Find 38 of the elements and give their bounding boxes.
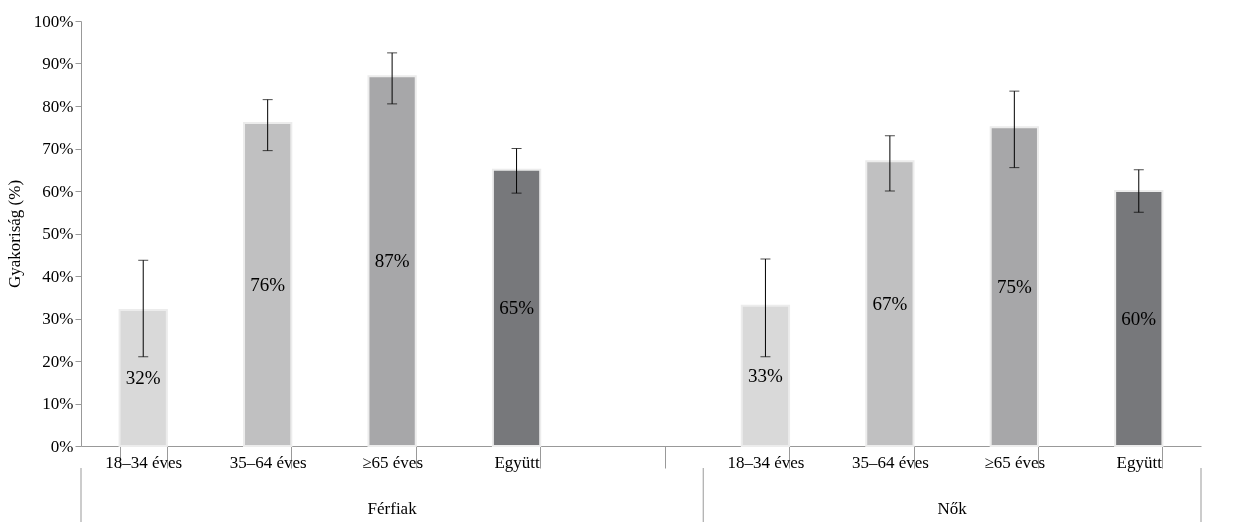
y-tick-label: 30% (42, 309, 74, 328)
x-tick-label: 18–34 éves (727, 452, 805, 472)
data-label: 60% (1121, 307, 1157, 329)
y-tick-label: 40% (42, 266, 74, 286)
data-label: 65% (499, 296, 535, 318)
y-tick-label: 60% (42, 181, 74, 201)
x-tick-label: ≥65 éves (362, 452, 424, 472)
x-tick-label: 35–64 éves (851, 452, 929, 472)
bar (367, 75, 417, 447)
bar (243, 122, 293, 447)
y-tick-label: 100% (33, 11, 74, 31)
y-tick-label: 70% (42, 139, 74, 158)
x-tick-label: Együtt (1116, 452, 1163, 472)
bar (1114, 190, 1164, 447)
y-tick-label: 10% (42, 394, 74, 413)
data-label: 75% (996, 275, 1032, 297)
y-axis-title: Gyakoriság (%) (4, 179, 24, 289)
y-tick-label: 90% (42, 54, 74, 73)
y-tick-label: 20% (42, 351, 74, 371)
x-tick-label: ≥65 éves (984, 452, 1046, 472)
data-label: 87% (374, 250, 410, 272)
data-label: 76% (250, 273, 286, 295)
bar (740, 304, 791, 447)
y-tick-label: 50% (42, 224, 74, 243)
x-tick-label: Együtt (494, 452, 540, 472)
x-tick-label: 35–64 éves (229, 452, 307, 472)
y-tick-label: 0% (50, 436, 74, 456)
data-label: 67% (872, 292, 908, 314)
data-label: 32% (125, 367, 161, 388)
bar (865, 160, 915, 447)
text: Férfiak (367, 499, 418, 518)
data-label: 33% (748, 364, 784, 386)
x-tick-label: 18–34 éves (105, 452, 183, 472)
bar (491, 168, 542, 447)
bar (989, 126, 1039, 447)
bar (118, 309, 168, 447)
text: Nők (937, 499, 968, 518)
y-tick-label: 80% (42, 96, 74, 116)
